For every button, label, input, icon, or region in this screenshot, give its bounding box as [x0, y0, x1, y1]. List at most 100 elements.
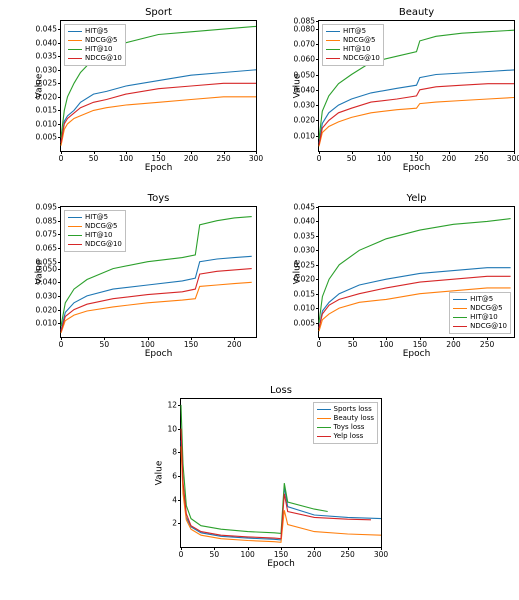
legend-swatch — [317, 409, 331, 410]
legend-item: Beauty loss — [317, 414, 374, 423]
xtick: 200 — [446, 340, 460, 349]
legend-loss: Sports lossBeauty lossToys lossYelp loss — [313, 402, 378, 444]
xtick: 200 — [442, 154, 456, 163]
title-loss: Loss — [181, 385, 381, 396]
panel-toys: Toys Value Epoch 0501001502000.0100.0200… — [10, 200, 260, 370]
legend-label: Beauty loss — [334, 414, 374, 423]
title-sport: Sport — [61, 7, 256, 18]
legend-item: NDCG@5 — [453, 304, 507, 313]
ytick: 0.040 — [36, 278, 57, 287]
xtick: 0 — [59, 154, 64, 163]
xtick: 150 — [409, 154, 423, 163]
xtick: 0 — [317, 340, 322, 349]
legend-swatch — [326, 49, 340, 50]
series-sports — [181, 440, 381, 540]
legend-swatch — [326, 40, 340, 41]
legend-label: NDCG@10 — [343, 54, 380, 63]
ytick: 0.095 — [36, 203, 57, 212]
ytick: 0.010 — [294, 131, 315, 140]
xlabel-beauty: Epoch — [319, 163, 514, 173]
ytick: 2 — [172, 519, 177, 528]
xlabel-sport: Epoch — [61, 163, 256, 173]
legend-swatch — [68, 31, 82, 32]
plot-area-beauty: Beauty Value Epoch 0501001502002503000.0… — [318, 20, 515, 152]
ylabel-loss: Value — [154, 461, 164, 486]
ytick: 0.085 — [36, 216, 57, 225]
legend-item: HIT@5 — [68, 213, 122, 222]
legend-swatch — [453, 299, 467, 300]
xtick: 300 — [249, 154, 263, 163]
legend-item: Toys loss — [317, 423, 374, 432]
legend-label: NDCG@10 — [470, 322, 507, 331]
xtick: 100 — [379, 340, 393, 349]
ytick: 0.040 — [36, 38, 57, 47]
ytick: 10 — [167, 424, 177, 433]
xlabel-yelp: Epoch — [319, 349, 514, 359]
legend-swatch — [326, 31, 340, 32]
xtick: 0 — [317, 154, 322, 163]
ytick: 0.025 — [294, 260, 315, 269]
legend-label: NDCG@10 — [85, 240, 122, 249]
series-ndcg10 — [61, 83, 256, 143]
ytick: 0.015 — [294, 289, 315, 298]
xtick: 100 — [240, 550, 254, 559]
xtick: 100 — [377, 154, 391, 163]
legend-label: NDCG@5 — [85, 222, 117, 231]
legend-item: Sports loss — [317, 405, 374, 414]
ytick: 0.005 — [294, 318, 315, 327]
ytick: 0.085 — [294, 17, 315, 26]
figure: Sport Value Epoch 0501001502002503000.00… — [0, 0, 519, 600]
legend-swatch — [453, 317, 467, 318]
ytick: 0.030 — [294, 246, 315, 255]
legend-swatch — [68, 235, 82, 236]
legend-swatch — [68, 49, 82, 50]
plot-area-yelp: Yelp Value Epoch 0501001502002500.0050.0… — [318, 206, 515, 338]
xtick: 50 — [210, 550, 220, 559]
series-ndcg5 — [61, 282, 252, 333]
title-toys: Toys — [61, 193, 256, 204]
xtick: 50 — [347, 154, 357, 163]
ytick: 0.040 — [294, 217, 315, 226]
legend-swatch — [317, 427, 331, 428]
legend-swatch — [453, 308, 467, 309]
ytick: 0.050 — [294, 70, 315, 79]
legend-item: HIT@10 — [326, 45, 380, 54]
legend-label: HIT@5 — [343, 27, 366, 36]
ytick: 0.045 — [36, 25, 57, 34]
ytick: 0.025 — [36, 79, 57, 88]
legend-label: Toys loss — [334, 423, 365, 432]
ytick: 0.055 — [36, 257, 57, 266]
ytick: 0.065 — [36, 244, 57, 253]
ytick: 0.030 — [294, 101, 315, 110]
xtick: 150 — [184, 340, 198, 349]
xtick: 200 — [307, 550, 321, 559]
xtick: 250 — [474, 154, 488, 163]
legend-label: HIT@5 — [470, 295, 493, 304]
legend-beauty: HIT@5NDCG@5HIT@10NDCG@10 — [322, 24, 384, 66]
ytick: 0.045 — [294, 203, 315, 212]
legend-swatch — [68, 226, 82, 227]
ytick: 0.040 — [294, 85, 315, 94]
legend-item: NDCG@10 — [453, 322, 507, 331]
ytick: 12 — [167, 400, 177, 409]
ytick: 0.035 — [294, 231, 315, 240]
ytick: 0.070 — [294, 39, 315, 48]
series-toys — [181, 405, 328, 534]
xtick: 200 — [184, 154, 198, 163]
xlabel-toys: Epoch — [61, 349, 256, 359]
legend-item: HIT@5 — [453, 295, 507, 304]
legend-label: HIT@10 — [85, 231, 113, 240]
xtick: 250 — [480, 340, 494, 349]
ytick: 0.010 — [36, 319, 57, 328]
ytick: 0.030 — [36, 291, 57, 300]
ytick: 0.020 — [36, 305, 57, 314]
legend-item: NDCG@5 — [326, 36, 380, 45]
xtick: 150 — [274, 550, 288, 559]
xtick: 100 — [119, 154, 133, 163]
series-hit5 — [319, 70, 514, 143]
ytick: 0.060 — [294, 55, 315, 64]
legend-swatch — [68, 244, 82, 245]
series-ndcg10 — [319, 84, 514, 145]
panel-beauty: Beauty Value Epoch 0501001502002503000.0… — [268, 14, 518, 184]
series-hit5 — [61, 70, 256, 143]
